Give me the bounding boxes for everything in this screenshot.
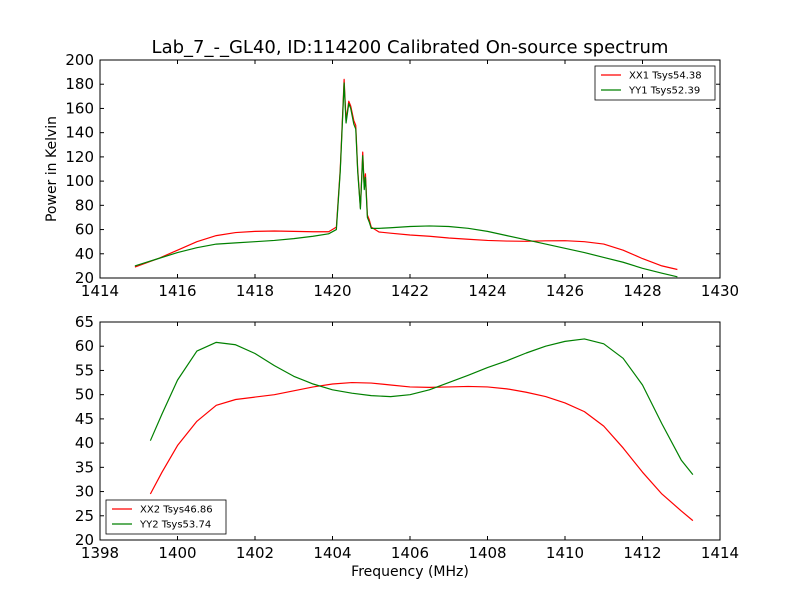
- y-tick-label: 35: [75, 458, 94, 476]
- legend-box: [594, 65, 716, 101]
- x-axis-label: Frequency (MHz): [351, 564, 469, 580]
- y-tick-label: 45: [75, 410, 94, 428]
- y-tick-label: 140: [65, 124, 94, 142]
- x-tick-label: 1408: [468, 544, 506, 562]
- y-tick-label: 100: [65, 172, 94, 190]
- x-tick-label: 1420: [313, 282, 351, 300]
- x-tick-label: 1404: [313, 544, 351, 562]
- x-tick-label: 1426: [546, 282, 584, 300]
- series-line: [134, 82, 678, 278]
- x-tick-label: 1412: [623, 544, 661, 562]
- x-tick-label: 1430: [701, 282, 739, 300]
- series-line: [149, 338, 694, 475]
- x-tick-label: 1416: [158, 282, 196, 300]
- legend-entry: YY2 Tsys53.74: [139, 520, 211, 531]
- x-tick-label: 1400: [158, 544, 196, 562]
- upper-panel: 1414 1416 1418 1420 1422 1424 1426 1428 1430 20 40…: [65, 51, 739, 300]
- x-tick-label: 1414: [701, 544, 739, 562]
- legend: XX2 Tsys46.86 YY2 Tsys53.74: [105, 499, 227, 535]
- x-tick-label: 1406: [391, 544, 429, 562]
- y-tick-label: 40: [75, 245, 94, 263]
- y-tick-label: 60: [75, 221, 94, 239]
- legend-entry: XX1 Tsys54.38: [629, 71, 702, 82]
- legend: XX1 Tsys54.38 YY1 Tsys52.39: [594, 65, 716, 101]
- y-tick-label: 50: [75, 386, 94, 404]
- y-tick-label: 20: [75, 531, 94, 549]
- y-axis-label: Power in Kelvin: [44, 116, 60, 222]
- x-tick-label: 1422: [391, 282, 429, 300]
- x-tick-label: 1402: [236, 544, 274, 562]
- legend-entry: YY1 Tsys52.39: [628, 86, 700, 97]
- y-tick-label: 55: [75, 361, 94, 379]
- y-tick-label: 80: [75, 196, 94, 214]
- x-tick-label: 1410: [546, 544, 584, 562]
- y-tick-label: 180: [65, 75, 94, 93]
- y-tick-label: 60: [75, 337, 94, 355]
- legend-entry: XX2 Tsys46.86: [140, 505, 213, 516]
- figure-title: Lab_7_-_GL40, ID:114200 Calibrated On-so…: [152, 37, 669, 58]
- y-tick-label: 120: [65, 148, 94, 166]
- lower-panel: 1398 1400 1402 1404 1406 1408 1410 1412 1414 20 25…: [75, 313, 739, 562]
- x-tick-label: 1418: [236, 282, 274, 300]
- legend-box: [105, 499, 227, 535]
- y-tick-label: 40: [75, 434, 94, 452]
- series-line: [149, 381, 694, 522]
- x-tick-label: 1414: [81, 282, 119, 300]
- y-tick-label: 20: [75, 269, 94, 287]
- x-tick-label: 1398: [81, 544, 119, 562]
- y-tick-label: 65: [75, 313, 94, 331]
- y-tick-label: 200: [65, 51, 94, 69]
- x-tick-label: 1424: [468, 282, 506, 300]
- y-tick-label: 160: [65, 99, 94, 117]
- y-tick-label: 25: [75, 507, 94, 525]
- x-tick-label: 1428: [623, 282, 661, 300]
- y-tick-label: 30: [75, 483, 94, 501]
